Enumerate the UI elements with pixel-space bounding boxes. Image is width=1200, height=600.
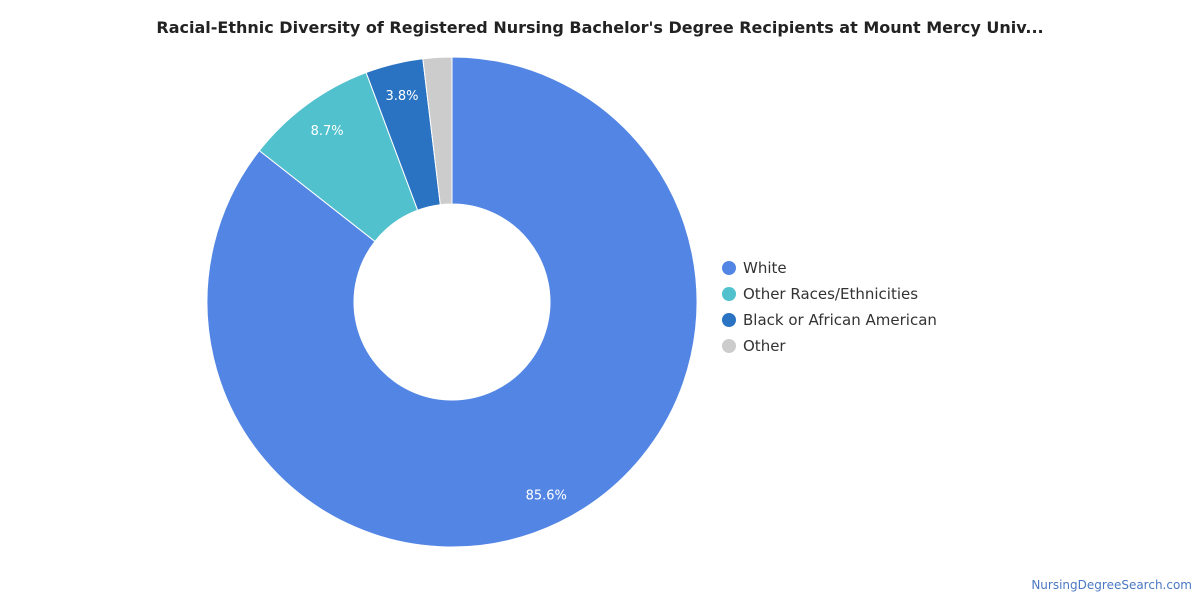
legend-swatch <box>722 261 736 275</box>
chart-legend: White Other Races/Ethnicities Black or Afr… <box>722 255 937 359</box>
slice-label: 85.6% <box>526 488 567 503</box>
legend-label: Other Races/Ethnicities <box>743 285 919 303</box>
legend-item[interactable]: Black or African American <box>722 307 937 333</box>
legend-item[interactable]: Other <box>722 333 937 359</box>
slice-other[interactable] <box>422 56 453 206</box>
legend-swatch <box>722 339 736 353</box>
legend-item[interactable]: White <box>722 255 937 281</box>
legend-swatch <box>722 287 736 301</box>
legend-swatch <box>722 313 736 327</box>
chart-title: Racial-Ethnic Diversity of Registered Nu… <box>156 18 1044 37</box>
slice-label: 8.7% <box>311 124 344 139</box>
legend-label: White <box>743 259 787 277</box>
slice-label: 3.8% <box>385 89 418 104</box>
legend-label: Other <box>743 337 786 355</box>
site-watermark[interactable]: NursingDegreeSearch.com <box>1031 578 1192 592</box>
legend-label: Black or African American <box>743 311 937 329</box>
slice-white[interactable] <box>206 56 698 548</box>
legend-item[interactable]: Other Races/Ethnicities <box>722 281 937 307</box>
